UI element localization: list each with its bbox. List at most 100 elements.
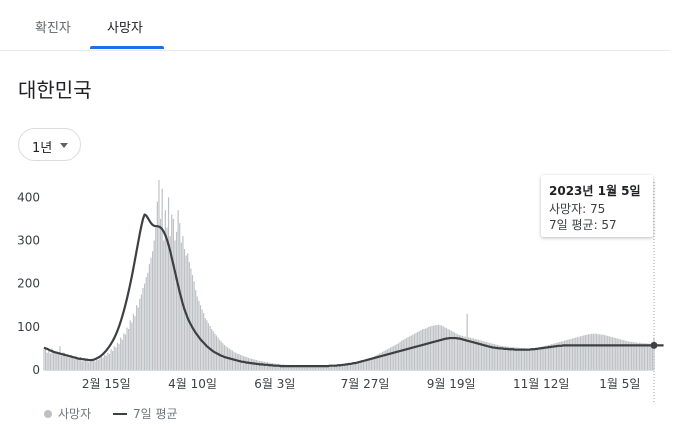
period-dropdown[interactable]: 1년 [18,128,81,161]
death-bar [86,359,88,370]
seven-day-average-line [43,213,664,368]
death-bar [555,342,558,370]
death-bar [89,358,91,370]
death-bar [401,340,403,370]
death-bar [456,334,459,370]
death-bar [306,366,309,370]
death-bar [116,342,119,370]
death-bar [610,336,612,370]
death-bar [648,343,650,370]
death-bar [175,231,178,370]
death-bar [123,333,125,370]
death-bar [195,290,197,370]
tooltip-date: 2023년 1월 5일 [549,184,641,198]
death-bar [527,348,529,370]
death-bar [402,339,404,370]
death-bar [147,272,149,370]
x-tick-label: 9월 19일 [427,377,476,391]
death-bar [108,354,111,370]
death-bar [541,346,543,370]
death-bar [321,366,323,370]
death-bar [498,345,500,370]
death-bar [383,351,385,370]
death-bar [236,353,238,370]
deaths-chart[interactable]: 0 100 200 300 400 2월 15일 4월 10일 6월 3일 7월 27일 9월 1… [0,170,677,405]
death-bar [472,338,475,370]
death-bar [91,360,93,370]
death-bar [338,366,341,370]
death-bar [643,343,646,370]
death-bar [257,360,259,370]
death-bar [589,334,591,370]
death-bar [420,330,422,370]
death-bar [322,366,325,370]
death-bar [370,357,372,370]
death-bar [297,365,299,370]
death-bar [64,352,66,370]
death-bar [115,347,117,370]
death-bar [466,313,468,370]
death-bar [405,338,408,370]
death-bar [190,268,192,370]
death-bar [396,344,398,370]
caret-down-icon [60,143,68,148]
death-bar [528,348,531,370]
death-bar [148,264,150,370]
tab-bar: 확진자 사망자 [0,0,670,51]
death-bar [578,336,580,370]
legend-line-label: 7일 평균 [132,407,178,421]
death-bar [447,328,449,370]
death-bar [488,342,491,370]
death-bar [611,337,614,370]
death-bar [445,328,448,370]
death-bar [631,341,633,370]
death-bar [645,343,647,370]
death-bar [243,356,245,370]
death-bar [295,365,297,370]
death-bar [266,362,269,370]
death-bar [172,218,174,370]
tab-deaths[interactable]: 사망자 [107,21,143,36]
death-bar [292,365,294,370]
death-bar [56,353,58,370]
death-bar [100,356,103,370]
death-bar [78,359,80,370]
death-bar [319,366,321,370]
death-bar [524,347,526,370]
death-bar [468,337,470,370]
death-bar [311,366,313,370]
death-bar [509,347,511,370]
death-bar [397,343,400,370]
death-bar [495,344,497,370]
death-bar [287,364,289,370]
death-bar [369,358,371,370]
death-bar [629,341,631,370]
death-bar [380,352,382,370]
death-bar [142,287,144,370]
death-bar [60,355,63,370]
death-bar [158,180,160,370]
death-bar [59,346,61,370]
death-bar [484,341,486,370]
death-bar [155,227,157,370]
death-bar [583,335,585,370]
death-bar [171,214,173,370]
death-bar [464,336,467,370]
death-bar [68,357,71,370]
death-bar [364,360,366,370]
death-bar [84,360,87,370]
chart-legend: 사망자 7일 평균 [44,405,178,422]
death-bar [421,329,424,370]
death-bar [67,354,69,370]
death-bar [493,344,495,370]
death-bar [415,332,417,370]
death-bar [327,366,329,370]
death-bar [639,342,641,370]
death-bar [118,344,120,370]
death-bar [433,325,435,370]
death-bar [522,347,524,370]
death-bar [600,334,602,370]
x-tick-label: 2월 15일 [82,377,131,391]
tab-confirmed[interactable]: 확진자 [35,21,71,36]
death-bar [632,341,634,370]
